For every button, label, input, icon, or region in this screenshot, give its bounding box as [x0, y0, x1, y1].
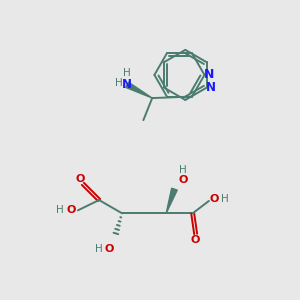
Text: O: O: [209, 194, 219, 204]
Text: O: O: [105, 244, 114, 254]
Text: O: O: [67, 206, 76, 215]
Text: O: O: [76, 174, 85, 184]
Text: H: H: [56, 206, 64, 215]
Text: N: N: [204, 68, 214, 81]
Text: H: H: [123, 68, 131, 78]
Text: H: H: [221, 194, 229, 204]
Polygon shape: [126, 82, 152, 98]
Text: H: H: [115, 78, 123, 88]
Text: N: N: [206, 81, 215, 94]
Text: O: O: [178, 175, 188, 185]
Text: O: O: [191, 235, 200, 245]
Text: H: H: [179, 165, 187, 175]
Text: H: H: [95, 244, 103, 254]
Text: N: N: [122, 78, 132, 91]
Polygon shape: [166, 188, 177, 213]
